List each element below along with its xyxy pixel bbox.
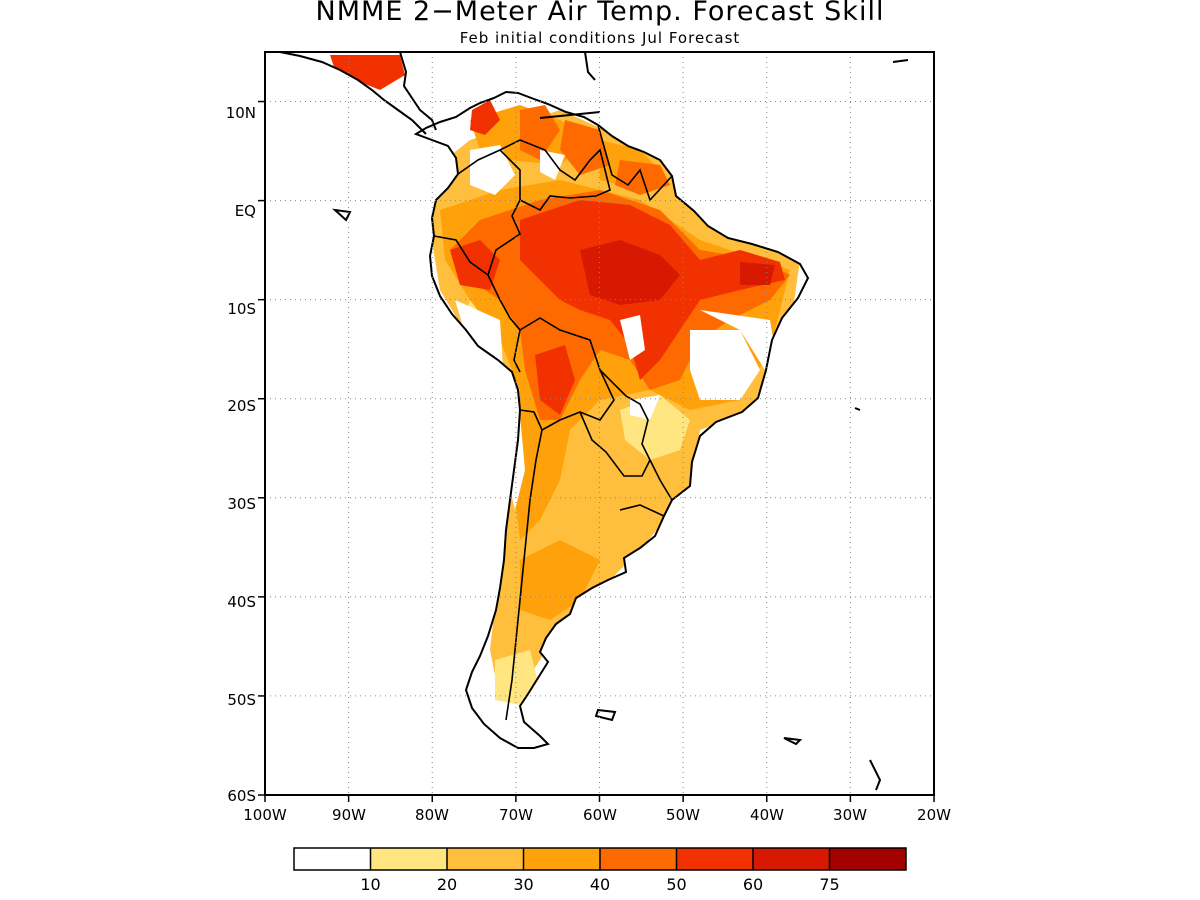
peru-border <box>487 274 521 373</box>
chile-argentina-border <box>505 429 543 721</box>
central-america-coast <box>279 51 437 135</box>
lat-label: 30S <box>227 495 256 513</box>
atlantic-island <box>892 59 909 63</box>
trindade-island <box>854 407 861 411</box>
colorbar-label: 40 <box>590 875 610 894</box>
lat-label: 60S <box>227 787 256 805</box>
lon-label: 100W <box>243 806 287 824</box>
lon-label: 80W <box>415 806 449 824</box>
colorbar-bin <box>600 848 677 870</box>
falkland-islands <box>594 708 617 722</box>
lon-label: 90W <box>332 806 366 824</box>
colorbar-bin <box>753 848 830 870</box>
caribbean-coast <box>539 51 601 119</box>
bolivia-border <box>519 317 615 432</box>
lon-label: 20W <box>917 806 951 824</box>
colorbar: 10 20 30 40 50 60 75 <box>293 847 907 894</box>
south-sandwich-islands <box>869 759 882 791</box>
colorbar-bin <box>829 848 906 870</box>
lon-label: 60W <box>583 806 617 824</box>
lat-label: 10S <box>227 300 256 318</box>
coastlines <box>279 51 909 791</box>
lon-label: 50W <box>666 806 700 824</box>
colorbar-label: 60 <box>743 875 763 894</box>
colorbar-bin <box>447 848 524 870</box>
map-subtitle: Feb initial conditions Jul Forecast <box>459 29 741 47</box>
axis-ticks <box>258 100 935 802</box>
colorbar-label: 10 <box>360 875 380 894</box>
lon-label: 40W <box>750 806 784 824</box>
lat-label: 50S <box>227 691 256 709</box>
colorbar-label: 30 <box>513 875 533 894</box>
lat-label: 20S <box>227 397 256 415</box>
uruguay-border <box>619 459 673 517</box>
map-title: NMME 2−Meter Air Temp. Forecast Skill <box>315 0 885 27</box>
south-georgia <box>783 737 803 746</box>
colorbar-label: 75 <box>819 875 839 894</box>
country-borders <box>433 124 673 721</box>
lon-label: 70W <box>499 806 533 824</box>
colorbar-bin <box>370 848 447 870</box>
colorbar-bin <box>294 848 371 870</box>
lat-label: EQ <box>235 202 256 220</box>
lat-label: 10N <box>226 104 256 122</box>
colombia-border <box>433 149 522 277</box>
longitude-labels: 100W 90W 80W 70W 60W 50W 40W 30W 20W <box>243 806 951 824</box>
lon-label: 30W <box>833 806 867 824</box>
colorbar-label: 20 <box>437 875 457 894</box>
latitude-labels: 10N EQ 10S 20S 30S 40S 50S 60S <box>226 104 256 805</box>
galapagos-islands <box>331 208 352 222</box>
colorbar-label: 50 <box>666 875 686 894</box>
colorbar-bin <box>676 848 753 870</box>
colorbar-bin <box>523 848 600 870</box>
guianas-border <box>597 124 673 202</box>
lat-label: 40S <box>227 593 256 611</box>
venezuela-border <box>499 139 611 212</box>
south-america-coast <box>413 90 810 749</box>
